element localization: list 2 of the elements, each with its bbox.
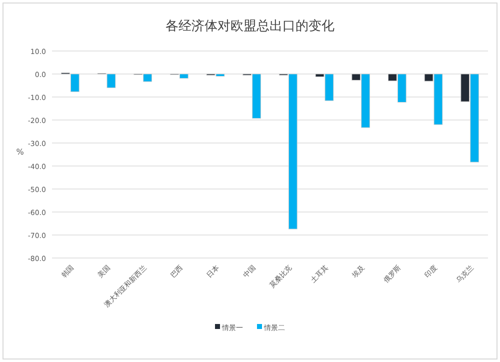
chart-title: 各经济体对欧盟总出口的变化: [166, 19, 334, 34]
y-axis-title: %: [16, 148, 24, 156]
